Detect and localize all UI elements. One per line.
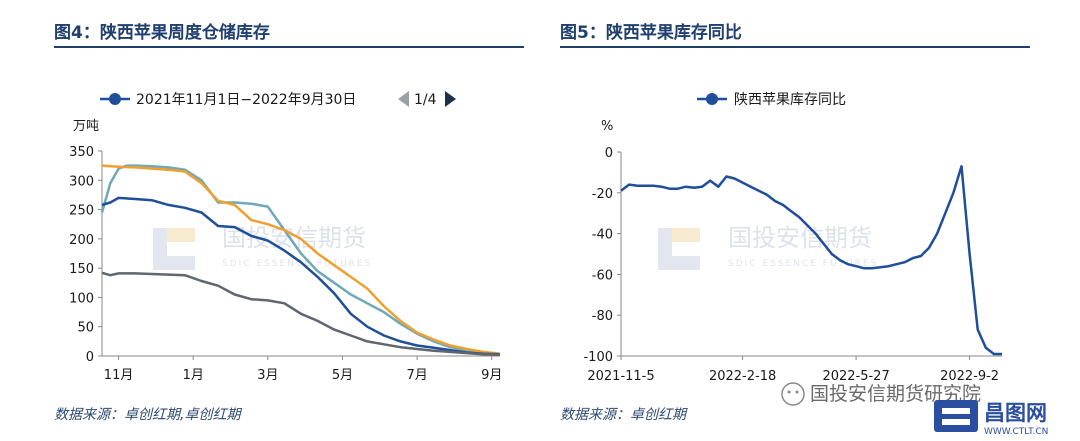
brand-logo-icon (934, 400, 978, 432)
right-watermark-cn: 国投安信期货 (728, 224, 872, 252)
left-series-lines (100, 164, 501, 357)
wechat-icon-eye (795, 390, 799, 394)
y-tick-label: -100 (583, 350, 613, 365)
brand-logo-stripe (942, 419, 970, 425)
right-series-lines (620, 165, 1002, 356)
left-title-rule (54, 46, 524, 48)
legend-marker (109, 93, 121, 105)
y-tick-label: -80 (592, 309, 613, 324)
series-line (620, 165, 1002, 356)
watermark-logo-bar (658, 228, 672, 270)
x-tick-label: 2022-2-18 (709, 369, 776, 384)
y-tick-label: 150 (69, 262, 94, 277)
prev-page-icon[interactable] (398, 91, 409, 107)
x-tick-label: 2022-5-27 (822, 369, 889, 384)
watermark-logo-block (167, 228, 195, 242)
y-tick-label: 0 (605, 146, 613, 161)
left-watermark-cn: 国投安信期货 (222, 224, 366, 252)
left-legend: 2021年11月1日−2022年9月30日 (100, 92, 356, 108)
y-tick-label: 200 (69, 233, 94, 248)
series-line (101, 164, 501, 355)
left-source-note: 数据来源：卓创红期,卓创红期 (54, 407, 241, 423)
x-tick-label: 7月 (406, 368, 427, 383)
watermark-logo-bar (153, 228, 167, 270)
x-tick-label: 5月 (332, 368, 353, 383)
y-tick-label: 100 (69, 291, 94, 306)
legend-marker (706, 93, 718, 105)
right-source-note: 数据来源：卓创红期 (560, 407, 686, 423)
right-legend-label: 陕西苹果库存同比 (734, 92, 846, 108)
x-tick-label: 11月 (104, 368, 134, 383)
x-tick-label: 2022-9-2 (940, 369, 999, 384)
right-legend: 陕西苹果库存同比 (697, 92, 846, 108)
left-y-axis: 0 50 100 150 200 250 300 350 (69, 145, 103, 365)
right-y-axis: 0 -20 -40 -60 -80 -100 (583, 146, 622, 365)
right-watermark: 国投安信期货 SDIC ESSENCE FUTURES (658, 224, 878, 270)
x-tick-label: 9月 (481, 368, 502, 383)
wechat-icon-eye (787, 390, 791, 394)
next-page-icon[interactable] (445, 91, 456, 107)
left-watermark-en: SDIC ESSENCE FUTURES (222, 259, 372, 269)
y-tick-label: 350 (69, 145, 94, 160)
y-tick-label: 300 (69, 174, 94, 189)
watermark-logo-block (672, 228, 700, 242)
right-chart-title: 图5：陕西苹果库存同比 (560, 23, 742, 43)
footer-watermark: 国投安信期货研究院 昌图网 WWW.CTLT.CN (781, 382, 1048, 437)
y-tick-label: 50 (77, 321, 94, 336)
right-title-rule (560, 46, 1030, 48)
series-line (101, 196, 501, 356)
brand-name: 昌图网 (984, 401, 1047, 425)
right-y-unit: % (601, 119, 613, 134)
y-tick-label: -40 (592, 228, 613, 243)
right-watermark-en: SDIC ESSENCE FUTURES (728, 259, 878, 269)
x-tick-label: 2021-11-5 (587, 369, 654, 384)
y-tick-label: 250 (69, 204, 94, 219)
left-legend-label: 2021年11月1日−2022年9月30日 (136, 92, 356, 108)
x-tick-label: 3月 (257, 368, 278, 383)
watermark-logo-block2 (672, 256, 700, 270)
y-tick-label: -20 (592, 187, 613, 202)
right-x-axis: 2021-11-5 2022-2-18 2022-5-27 2022-9-2 (587, 355, 1002, 384)
watermark-logo-block2 (167, 256, 195, 270)
y-tick-label: 0 (86, 350, 94, 365)
left-y-unit: 万吨 (73, 119, 99, 134)
left-x-axis: 11月 1月 3月 5月 7月 9月 (102, 355, 502, 383)
x-tick-label: 1月 (183, 368, 204, 383)
wechat-icon (781, 382, 805, 406)
left-chart-title: 图4：陕西苹果周度仓储库存 (54, 23, 270, 43)
footer-wechat-text: 国投安信期货研究院 (810, 383, 981, 405)
y-tick-label: -60 (592, 268, 613, 283)
page-indicator: 1/4 (414, 92, 437, 108)
left-watermark: 国投安信期货 SDIC ESSENCE FUTURES (153, 224, 372, 270)
brand-logo-stripe (942, 408, 970, 414)
brand-url: WWW.CTLT.CN (984, 427, 1048, 437)
series-line (101, 271, 501, 357)
